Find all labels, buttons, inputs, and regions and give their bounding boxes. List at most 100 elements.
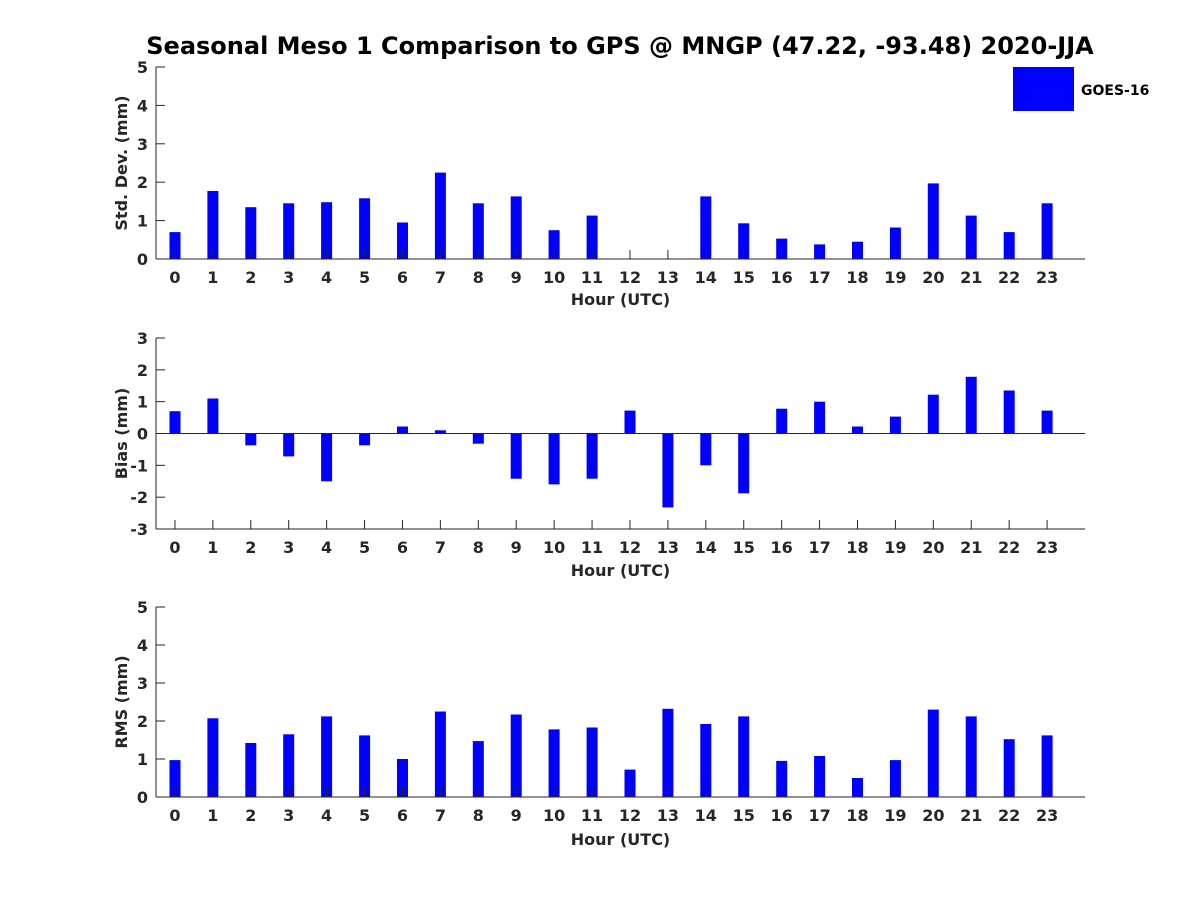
x-tick-label: 10	[543, 538, 565, 557]
x-tick-label: 20	[922, 268, 944, 287]
x-tick-label: 15	[733, 268, 755, 287]
bar-2-7	[434, 430, 446, 434]
bar-2-12	[624, 410, 636, 434]
x-tick-label: 11	[581, 538, 603, 557]
bar-1-23	[1041, 203, 1053, 259]
y-tick-label: -1	[130, 456, 148, 475]
bar-3-10	[548, 729, 560, 797]
y-tick-label: 1	[137, 393, 148, 412]
x-tick-label: 14	[695, 268, 717, 287]
bar-3-16	[776, 760, 788, 797]
x-tick-label: 8	[473, 538, 484, 557]
x-tick-label: 15	[733, 538, 755, 557]
x-tick-label: 3	[283, 538, 294, 557]
bar-3-19	[889, 760, 901, 797]
bar-2-10	[548, 433, 560, 485]
x-tick-label: 6	[397, 806, 408, 825]
y-tick-label: 0	[137, 250, 148, 269]
bar-2-0	[169, 411, 181, 434]
bar-3-0	[169, 760, 181, 797]
legend: GOES-16	[1013, 67, 1149, 111]
x-tick-label: 2	[245, 538, 256, 557]
bar-1-19	[889, 227, 901, 259]
x-tick-label: 9	[511, 268, 522, 287]
x-tick-label: 8	[473, 268, 484, 287]
x-tick-label: 5	[359, 806, 370, 825]
y-tick-label: 5	[137, 598, 148, 617]
bar-1-10	[548, 230, 560, 259]
y-axis-label: RMS (mm)	[112, 655, 131, 748]
x-tick-label: 9	[511, 538, 522, 557]
y-tick-label: 1	[137, 750, 148, 769]
bar-3-12	[624, 769, 636, 797]
bar-3-13	[662, 708, 674, 797]
y-tick-label: 1	[137, 212, 148, 231]
bar-2-23	[1041, 410, 1053, 434]
bar-2-22	[1003, 390, 1015, 434]
x-tick-label: 1	[207, 268, 218, 287]
bar-3-17	[814, 756, 826, 797]
bar-2-19	[889, 416, 901, 434]
bar-3-2	[245, 743, 257, 797]
bar-1-8	[472, 203, 484, 259]
x-tick-label: 3	[283, 268, 294, 287]
x-tick-label: 21	[960, 538, 982, 557]
bar-1-9	[510, 196, 522, 259]
x-tick-label: 19	[884, 806, 906, 825]
x-tick-label: 23	[1036, 538, 1058, 557]
x-tick-label: 22	[998, 806, 1020, 825]
bar-1-22	[1003, 232, 1015, 259]
x-axis-label: Hour (UTC)	[571, 290, 671, 309]
x-tick-label: 2	[245, 806, 256, 825]
x-tick-label: 10	[543, 268, 565, 287]
x-tick-label: 13	[657, 268, 679, 287]
y-tick-label: 3	[137, 135, 148, 154]
x-tick-label: 14	[695, 538, 717, 557]
bar-1-5	[359, 198, 371, 259]
bar-3-8	[472, 741, 484, 797]
x-tick-label: 6	[397, 538, 408, 557]
y-axis-label: Std. Dev. (mm)	[112, 95, 131, 230]
x-tick-label: 5	[359, 268, 370, 287]
bar-1-11	[586, 215, 598, 259]
bar-3-6	[397, 759, 408, 797]
bar-1-20	[927, 183, 939, 259]
y-tick-label: 4	[137, 636, 148, 655]
x-tick-label: 12	[619, 806, 641, 825]
bar-2-9	[510, 433, 522, 479]
x-tick-label: 18	[846, 806, 868, 825]
x-tick-label: 6	[397, 268, 408, 287]
x-tick-label: 1	[207, 538, 218, 557]
bar-1-7	[434, 172, 446, 259]
x-tick-label: 7	[435, 538, 446, 557]
y-tick-label: 3	[137, 329, 148, 348]
x-tick-label: 22	[998, 268, 1020, 287]
y-tick-label: 5	[137, 58, 148, 77]
bar-1-1	[207, 191, 219, 259]
bar-3-3	[283, 734, 295, 797]
bar-3-9	[510, 714, 522, 797]
x-tick-label: 17	[808, 806, 830, 825]
bar-2-21	[965, 376, 977, 434]
y-tick-label: 0	[137, 788, 148, 807]
bar-3-15	[738, 716, 750, 797]
bar-2-14	[700, 433, 712, 466]
bar-3-20	[927, 709, 939, 797]
bar-2-3	[283, 433, 295, 457]
x-tick-label: 12	[619, 538, 641, 557]
x-tick-label: 11	[581, 268, 603, 287]
x-tick-label: 1	[207, 806, 218, 825]
x-tick-label: 15	[733, 806, 755, 825]
x-tick-label: 16	[771, 806, 793, 825]
bar-2-6	[397, 426, 408, 434]
x-tick-label: 16	[771, 268, 793, 287]
x-axis-label: Hour (UTC)	[571, 830, 671, 849]
bar-1-16	[776, 238, 788, 259]
bar-1-6	[397, 222, 408, 259]
x-tick-label: 14	[695, 806, 717, 825]
x-tick-label: 0	[169, 538, 180, 557]
x-tick-label: 5	[359, 538, 370, 557]
